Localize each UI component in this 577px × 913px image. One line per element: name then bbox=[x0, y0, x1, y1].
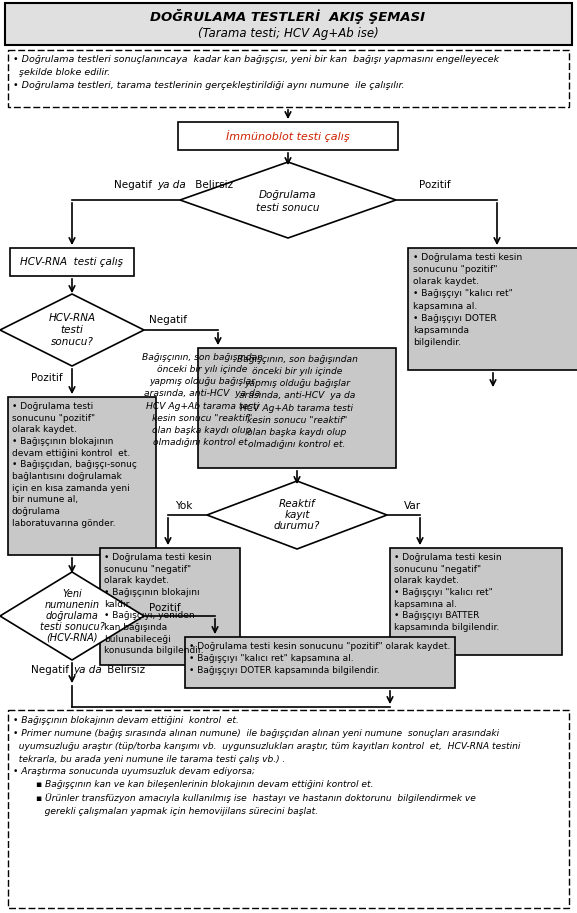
Text: Negatif: Negatif bbox=[114, 180, 155, 190]
FancyBboxPatch shape bbox=[5, 3, 572, 45]
Text: testi sonucu: testi sonucu bbox=[256, 203, 320, 213]
Text: • Bağışçının blokajının devam ettiğini  kontrol  et.
• Primer numune (bağış sıra: • Bağışçının blokajının devam ettiğini k… bbox=[13, 716, 520, 816]
Text: • Doğrulama testleri sonuçlanıncaya  kadar kan bağışçısı, yeni bir kan  bağışı y: • Doğrulama testleri sonuçlanıncaya kada… bbox=[13, 55, 499, 89]
Text: (HCV-RNA): (HCV-RNA) bbox=[46, 633, 98, 643]
Text: numunenin: numunenin bbox=[44, 600, 99, 610]
Polygon shape bbox=[0, 294, 144, 366]
FancyBboxPatch shape bbox=[185, 637, 455, 688]
Text: Pozitif: Pozitif bbox=[149, 603, 181, 613]
Text: testi sonucu?: testi sonucu? bbox=[40, 622, 104, 632]
Text: ya da: ya da bbox=[157, 180, 186, 190]
FancyBboxPatch shape bbox=[178, 122, 398, 150]
Text: Doğrulama: Doğrulama bbox=[259, 190, 317, 200]
Text: • Doğrulama testi kesin
sonucunu "negatif"
olarak kaydet.
• Bağışçıyı "kalıcı re: • Doğrulama testi kesin sonucunu "negati… bbox=[394, 553, 501, 632]
Text: sonucu?: sonucu? bbox=[51, 337, 93, 347]
Text: Belirsiz: Belirsiz bbox=[192, 180, 233, 190]
Polygon shape bbox=[207, 481, 387, 549]
Polygon shape bbox=[180, 162, 396, 238]
Text: Var: Var bbox=[404, 501, 421, 511]
Text: Bağışçının, son bağışından
önceki bir yılı içinde
yapmış olduğu bağışlar
arasınd: Bağışçının, son bağışından önceki bir yı… bbox=[237, 355, 357, 449]
FancyBboxPatch shape bbox=[408, 248, 577, 370]
Text: Bağışçının, son bağışından
önceki bir yılı içinde
yapmış olduğu bağışlar
arasınd: Bağışçının, son bağışından önceki bir yı… bbox=[141, 353, 263, 447]
Text: Belirsiz: Belirsiz bbox=[104, 665, 145, 675]
Text: durumu?: durumu? bbox=[274, 521, 320, 531]
Text: testi: testi bbox=[61, 325, 84, 335]
Text: doğrulama: doğrulama bbox=[46, 611, 99, 621]
FancyBboxPatch shape bbox=[100, 548, 240, 665]
Text: DOĞRULAMA TESTLERİ  AKIŞ ŞEMASI: DOĞRULAMA TESTLERİ AKIŞ ŞEMASI bbox=[151, 9, 425, 25]
Text: Pozitif: Pozitif bbox=[419, 180, 451, 190]
Text: Reaktif: Reaktif bbox=[279, 499, 315, 509]
Text: (Tarama testi; HCV Ag+Ab ise): (Tarama testi; HCV Ag+Ab ise) bbox=[198, 26, 379, 39]
Text: • Doğrulama testi kesin
sonucunu "pozitif"
olarak kaydet.
• Bağışçıyı "kalıcı re: • Doğrulama testi kesin sonucunu "poziti… bbox=[413, 253, 522, 347]
Text: HCV-RNA  testi çalış: HCV-RNA testi çalış bbox=[21, 257, 123, 267]
FancyBboxPatch shape bbox=[8, 710, 569, 908]
Text: Pozitif: Pozitif bbox=[31, 373, 63, 383]
Text: Yeni: Yeni bbox=[62, 589, 82, 599]
FancyBboxPatch shape bbox=[198, 348, 396, 468]
Text: Negatif: Negatif bbox=[149, 315, 187, 325]
FancyBboxPatch shape bbox=[10, 248, 134, 276]
Text: İmmünoblot testi çalış: İmmünoblot testi çalış bbox=[226, 130, 350, 142]
Text: ya da: ya da bbox=[73, 665, 102, 675]
Text: • Doğrulama testi kesin
sonucunu "negatif"
olarak kaydet.
• Bağışçının blokajını: • Doğrulama testi kesin sonucunu "negati… bbox=[104, 553, 212, 656]
Text: HCV-RNA: HCV-RNA bbox=[48, 313, 96, 323]
Text: kayıt: kayıt bbox=[284, 510, 310, 520]
FancyBboxPatch shape bbox=[8, 397, 156, 555]
Polygon shape bbox=[0, 572, 144, 660]
Text: • Doğrulama testi kesin sonucunu "pozitif" olarak kaydet.
• Bağışçıyı "kalıcı re: • Doğrulama testi kesin sonucunu "poziti… bbox=[189, 642, 451, 676]
Text: Yok: Yok bbox=[175, 501, 192, 511]
FancyBboxPatch shape bbox=[8, 50, 569, 107]
FancyBboxPatch shape bbox=[390, 548, 562, 655]
Text: Negatif: Negatif bbox=[31, 665, 72, 675]
Text: • Doğrulama testi
sonucunu "pozitif"
olarak kaydet.
• Bağışçının blokajının
deva: • Doğrulama testi sonucunu "pozitif" ola… bbox=[12, 402, 137, 528]
